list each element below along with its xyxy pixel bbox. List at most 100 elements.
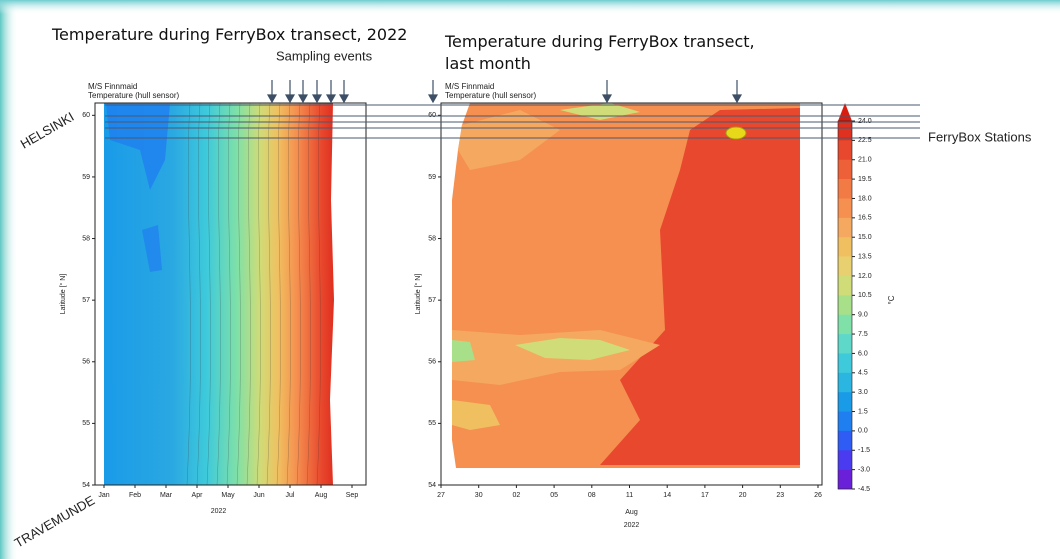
colorbar-tick-label: -4.5 [858, 486, 870, 493]
colorbar-tick-label: -3.0 [858, 466, 870, 473]
x-tick-label: 11 [626, 492, 633, 499]
colorbar-band [838, 334, 852, 354]
x-tick-label: Mar [160, 492, 173, 499]
colorbar-band [838, 430, 852, 451]
colorbar-tick-label: 4.5 [858, 370, 868, 377]
chart-subtitle: M/S Finnmaid [445, 82, 494, 91]
colorbar-label: °C [887, 295, 896, 304]
temperature-field [452, 340, 475, 362]
chart-title: Temperature during FerryBox transect, 20… [52, 25, 408, 44]
x-tick-label: 02 [513, 492, 521, 499]
colorbar-band [838, 179, 852, 199]
contour-line [226, 102, 231, 486]
colorbar-tick-label: 0.0 [858, 428, 868, 435]
y-tick-label: 54 [82, 482, 90, 489]
x-axis-label: 2022 [624, 522, 640, 529]
y-axis-label: Latitude [° N] [414, 274, 422, 315]
temperature-field [452, 400, 500, 430]
x-axis-label: 2022 [211, 508, 227, 515]
colorbar-tick-label: 1.5 [858, 408, 868, 415]
colorbar-band [838, 217, 852, 238]
chart-subtitle: Temperature (hull sensor) [88, 91, 179, 100]
x-tick-label: Jun [253, 492, 264, 499]
x-tick-label: 20 [739, 492, 747, 499]
y-tick-label: 56 [428, 359, 436, 366]
temperature-field [106, 104, 170, 190]
colorbar-band [838, 140, 852, 161]
x-tick-label: 27 [437, 492, 445, 499]
plot-frame [440, 102, 823, 486]
sampling-arrows [266, 80, 743, 104]
colorbar-tick-label: 18.0 [858, 195, 872, 202]
contour-line [296, 102, 301, 486]
x-tick-label: 23 [776, 492, 784, 499]
temperature-field [458, 110, 560, 170]
colorbar-tick-label: 10.5 [858, 292, 872, 299]
x-tick-label: Jan [98, 492, 109, 499]
y-axis-label: Latitude [° N] [59, 274, 67, 315]
contour-line [186, 102, 191, 486]
colorbar-tick-label: 3.0 [858, 389, 868, 396]
colorbar-tick-label: 12.0 [858, 273, 872, 280]
chart-subtitle: Temperature (hull sensor) [445, 91, 536, 100]
colorbar-band [838, 450, 852, 470]
colorbar-tick-label: 21.0 [858, 157, 872, 164]
x-tick-label: Jul [286, 492, 295, 499]
x-tick-label: 14 [663, 492, 671, 499]
annotation: Sampling events [276, 48, 373, 63]
chart-title: Temperature during FerryBox transect, la… [445, 32, 755, 73]
contour-line [276, 102, 281, 486]
chart-subtitle: M/S Finnmaid [88, 82, 137, 91]
colorbar-band [838, 237, 852, 257]
frame-left [0, 0, 18, 559]
x-sublabel: Aug [625, 509, 638, 516]
temperature-field [142, 225, 162, 272]
x-tick-label: 17 [701, 492, 709, 499]
contour-line [196, 102, 201, 486]
annotation: FerryBox Stations [928, 129, 1032, 144]
colorbar-tick-label: 24.0 [858, 118, 872, 125]
contour-line [286, 102, 291, 486]
plot-frame [94, 102, 367, 486]
x-tick-label: 26 [814, 492, 822, 499]
contour-line [236, 102, 241, 486]
x-tick-label: 08 [588, 492, 596, 499]
colorbar-band [838, 121, 852, 141]
contour-line [216, 102, 221, 486]
colorbar-tick-label: 16.5 [858, 215, 872, 222]
y-tick-label: 59 [428, 174, 436, 181]
y-tick-label: 59 [82, 174, 90, 181]
annotation: HELSINKI [18, 109, 77, 152]
x-tick-label: Aug [315, 492, 328, 499]
colorbar-band [838, 256, 852, 277]
temperature-field [600, 108, 800, 465]
colorbar-tick-label: 22.5 [858, 137, 872, 144]
annotation: TRAVEMUNDE [12, 492, 98, 550]
decorations [105, 80, 920, 140]
x-tick-label: 30 [475, 492, 483, 499]
x-tick-label: Apr [192, 492, 204, 499]
contour-line [306, 102, 311, 486]
charts: 54 55 56 57 58 59 60 Jan Feb Mar Apr May Jun Jul Aug Se… [59, 82, 896, 529]
colorbar-band [838, 314, 852, 335]
temperature-field [515, 338, 630, 360]
colorbar-frame [837, 120, 853, 490]
x-tick-label: 05 [550, 492, 558, 499]
colorbar-tick-label: 19.5 [858, 176, 872, 183]
frame-top [0, 0, 1060, 14]
y-tick-label: 55 [428, 420, 436, 427]
colorbar-extend [838, 103, 852, 121]
y-tick-label: 55 [82, 420, 90, 427]
colorbar-band [838, 392, 852, 412]
y-tick-label: 54 [428, 482, 436, 489]
x-tick-label: May [221, 492, 235, 499]
y-tick-label: 58 [428, 235, 436, 242]
contour-line [316, 102, 321, 486]
contour-line [256, 102, 261, 486]
contour-line [206, 102, 211, 486]
station-marker [725, 126, 747, 140]
colorbar-tick-label: 9.0 [858, 312, 868, 319]
colorbar-band [838, 411, 852, 432]
